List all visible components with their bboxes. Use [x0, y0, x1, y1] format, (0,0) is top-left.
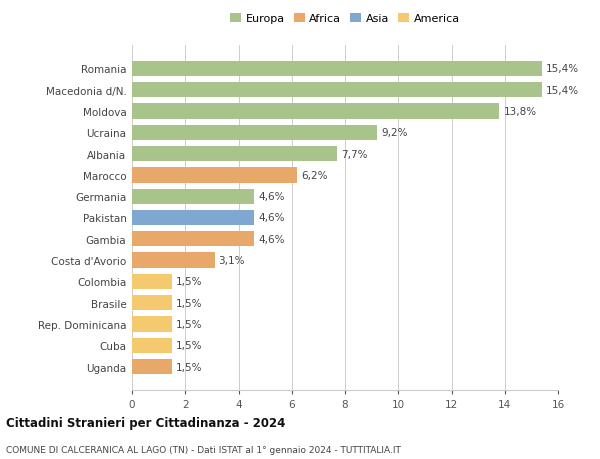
Bar — [132, 232, 254, 247]
Bar — [132, 104, 499, 119]
Text: 13,8%: 13,8% — [503, 107, 536, 117]
Bar — [132, 62, 542, 77]
Text: 1,5%: 1,5% — [176, 277, 202, 287]
Text: 4,6%: 4,6% — [259, 234, 285, 244]
Bar — [132, 359, 172, 375]
Bar — [132, 210, 254, 226]
Bar — [132, 83, 542, 98]
Bar — [132, 296, 172, 311]
Text: 15,4%: 15,4% — [546, 85, 579, 95]
Text: 1,5%: 1,5% — [176, 362, 202, 372]
Text: 15,4%: 15,4% — [546, 64, 579, 74]
Bar — [132, 125, 377, 140]
Text: 6,2%: 6,2% — [301, 170, 328, 180]
Text: 3,1%: 3,1% — [218, 256, 245, 266]
Text: 1,5%: 1,5% — [176, 341, 202, 351]
Text: COMUNE DI CALCERANICA AL LAGO (TN) - Dati ISTAT al 1° gennaio 2024 - TUTTITALIA.: COMUNE DI CALCERANICA AL LAGO (TN) - Dat… — [6, 445, 401, 454]
Bar — [132, 338, 172, 353]
Bar — [132, 317, 172, 332]
Bar — [132, 253, 215, 268]
Text: 4,6%: 4,6% — [259, 192, 285, 202]
Bar — [132, 189, 254, 204]
Bar — [132, 168, 297, 183]
Text: 1,5%: 1,5% — [176, 319, 202, 329]
Bar — [132, 146, 337, 162]
Text: 9,2%: 9,2% — [381, 128, 407, 138]
Text: Cittadini Stranieri per Cittadinanza - 2024: Cittadini Stranieri per Cittadinanza - 2… — [6, 416, 286, 429]
Legend: Europa, Africa, Asia, America: Europa, Africa, Asia, America — [230, 14, 460, 24]
Text: 1,5%: 1,5% — [176, 298, 202, 308]
Text: 4,6%: 4,6% — [259, 213, 285, 223]
Bar — [132, 274, 172, 290]
Text: 7,7%: 7,7% — [341, 149, 368, 159]
